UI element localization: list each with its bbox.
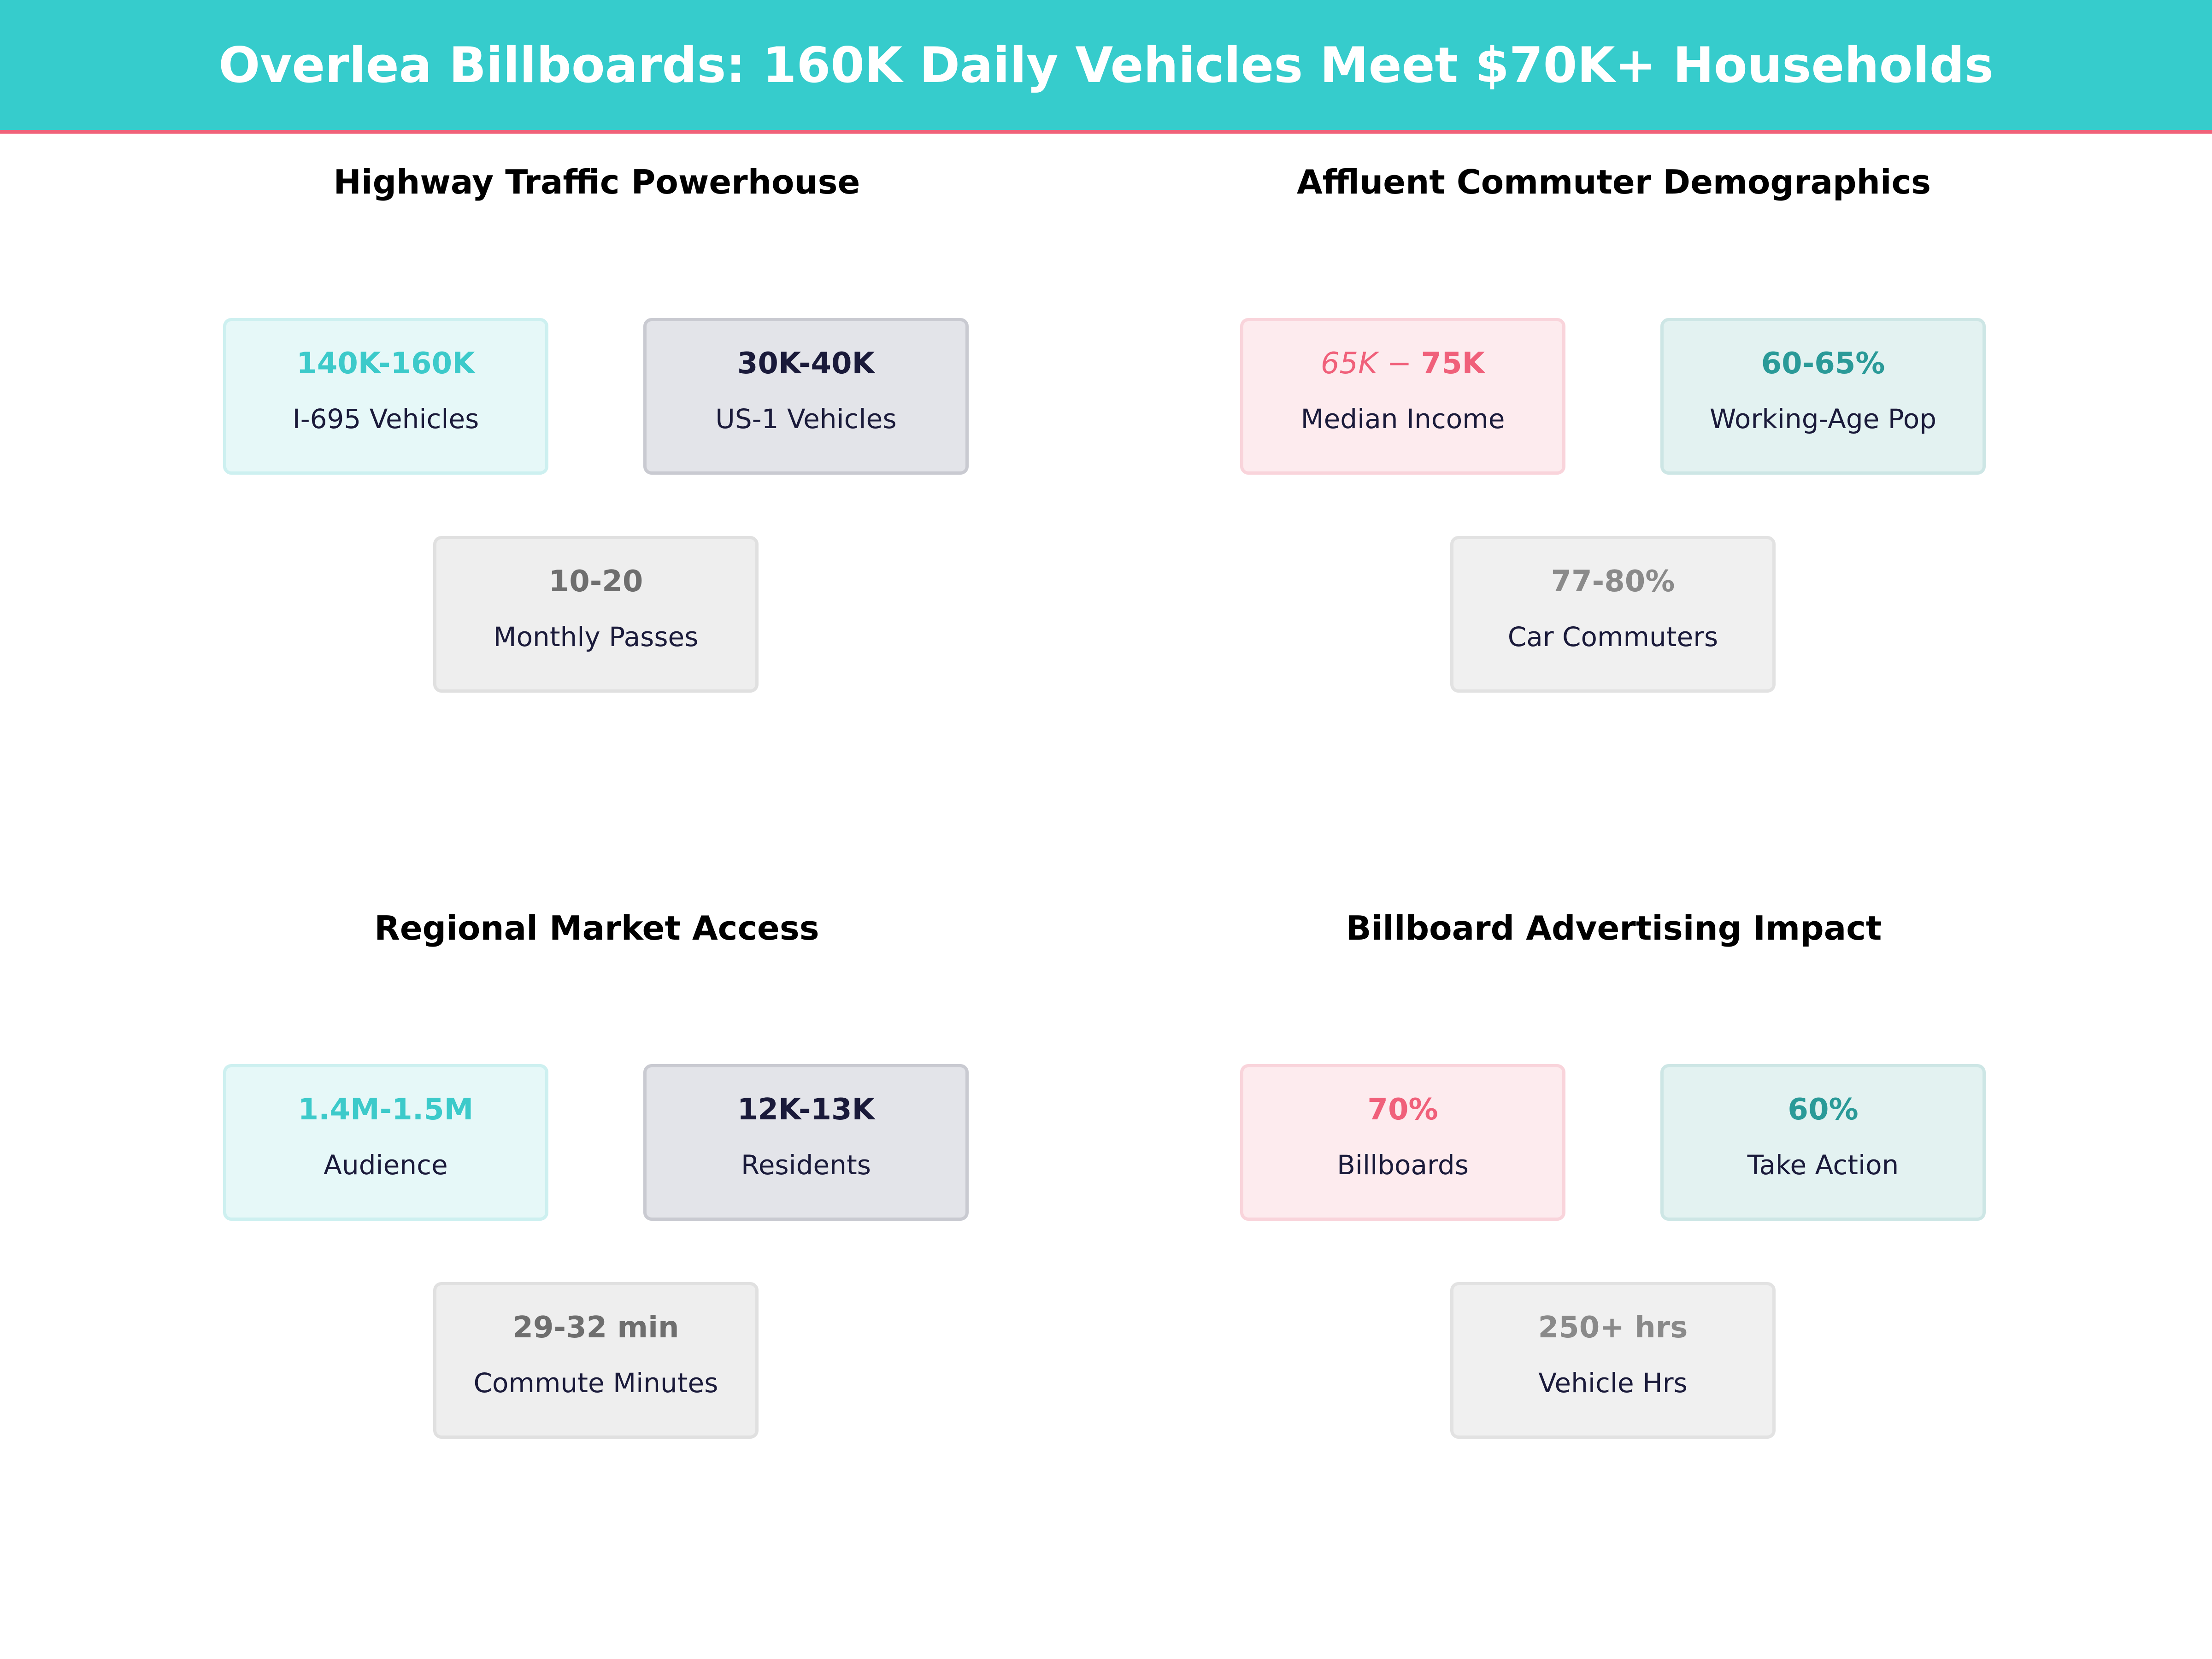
metric-card: 250+ hrs Vehicle Hrs (1450, 1282, 1776, 1439)
header-banner: Overlea Billboards: 160K Daily Vehicles … (0, 0, 2212, 134)
metric-label: US-1 Vehicles (715, 403, 897, 435)
metric-card: 140K-160K I-695 Vehicles (223, 318, 548, 475)
page-title: Overlea Billboards: 160K Daily Vehicles … (218, 36, 1994, 94)
metric-value: 10-20 (548, 565, 643, 599)
metric-label: Median Income (1300, 403, 1505, 435)
metric-value-part: 75K (1421, 347, 1485, 381)
section-title-commuter-demographics: Affluent Commuter Demographics (1296, 163, 1931, 201)
metric-value: 140K-160K (296, 347, 475, 381)
metric-value-part: 65K − (1320, 347, 1421, 381)
metric-card: 65K − 75K Median Income (1240, 318, 1565, 475)
metric-label: Take Action (1747, 1149, 1899, 1181)
metric-label: Audience (324, 1149, 448, 1181)
metric-value: 29-32 min (512, 1311, 679, 1345)
metric-card: 60% Take Action (1660, 1064, 1986, 1221)
metric-label: Billboards (1337, 1149, 1469, 1181)
metric-label: I-695 Vehicles (292, 403, 479, 435)
metric-value: 30K-40K (737, 347, 875, 381)
metric-card: 1.4M-1.5M Audience (223, 1064, 548, 1221)
metric-label: Car Commuters (1507, 621, 1718, 653)
metric-value: 60-65% (1761, 347, 1885, 381)
metric-label: Residents (741, 1149, 871, 1181)
metric-value: 12K-13K (737, 1093, 875, 1127)
section-title-regional-market: Regional Market Access (374, 909, 819, 947)
metric-label: Vehicle Hrs (1538, 1367, 1688, 1399)
metric-value: 1.4M-1.5M (298, 1093, 474, 1127)
metric-card: 60-65% Working-Age Pop (1660, 318, 1986, 475)
metric-card: 29-32 min Commute Minutes (433, 1282, 759, 1439)
metric-label: Monthly Passes (493, 621, 699, 653)
metric-card: 12K-13K Residents (643, 1064, 969, 1221)
metric-label: Commute Minutes (473, 1367, 718, 1399)
metric-card: 70% Billboards (1240, 1064, 1565, 1221)
metric-value: 65K − 75K (1243, 345, 1562, 382)
metric-value: 77-80% (1551, 565, 1675, 599)
metric-card: 30K-40K US-1 Vehicles (643, 318, 969, 475)
section-title-highway-traffic: Highway Traffic Powerhouse (333, 163, 860, 201)
metric-card: 10-20 Monthly Passes (433, 536, 759, 693)
section-title-advertising-impact: Billboard Advertising Impact (1346, 909, 1882, 947)
metric-value: 250+ hrs (1538, 1311, 1688, 1345)
metric-card: 77-80% Car Commuters (1450, 536, 1776, 693)
metric-label: Working-Age Pop (1709, 403, 1937, 435)
metric-value: 60% (1788, 1093, 1859, 1127)
metric-value: 70% (1367, 1093, 1438, 1127)
